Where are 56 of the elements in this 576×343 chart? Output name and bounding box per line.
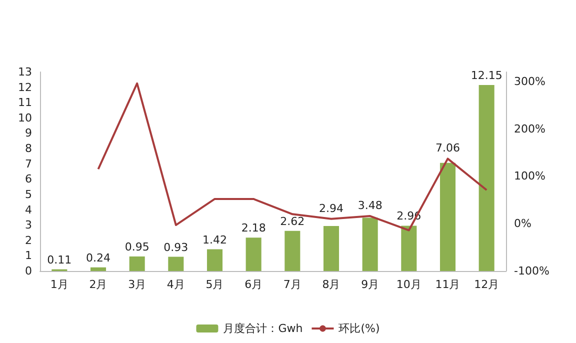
bar [323, 226, 340, 271]
y-tick-label: 1 [25, 249, 32, 262]
data-label: 0.11 [47, 253, 72, 266]
y-tick-label: 0 [25, 264, 32, 278]
x-tick-label: 2月 [89, 278, 108, 291]
y-tick-label: 8 [25, 142, 32, 156]
line-series [97, 82, 488, 232]
bar [168, 256, 184, 271]
y2-tick-label: 300% [514, 74, 546, 88]
y-tick-label: 2 [25, 234, 32, 247]
data-label: 12.15 [470, 69, 502, 82]
data-label: 2.62 [280, 214, 305, 228]
data-label: 2.18 [241, 222, 266, 235]
data-label: 1.42 [202, 233, 227, 246]
y-tick-label: 4 [25, 203, 32, 216]
bar [478, 85, 494, 271]
y-tick-label: 6 [25, 172, 32, 186]
x-tick-label: 4月 [166, 278, 185, 291]
bar [440, 162, 456, 271]
x-tick-label: 3月 [128, 278, 146, 291]
legend-label: 月度合计：Gwh [223, 322, 303, 335]
data-label: 0.24 [86, 251, 110, 264]
y-tick-label: 12 [18, 80, 32, 94]
data-label: 0.95 [124, 240, 150, 254]
y-tick-label: 10 [18, 111, 32, 124]
x-tick-label: 6月 [244, 278, 263, 291]
data-label: 7.06 [436, 142, 460, 155]
legend-label: 环比(%) [338, 322, 380, 335]
bar [401, 226, 417, 271]
data-label: 0.93 [164, 240, 188, 254]
y-tick-label: 9 [25, 126, 32, 140]
bar [206, 249, 223, 271]
data-label: 2.94 [319, 202, 344, 215]
data-label: 3.48 [358, 199, 382, 212]
x-tick-label: 1月 [50, 278, 68, 291]
y-tick-label: 13 [18, 66, 32, 78]
bar [129, 256, 145, 271]
bar [246, 238, 262, 271]
y-tick-label: 3 [25, 218, 32, 232]
bar [90, 267, 106, 271]
y2-tick-label: 200% [514, 122, 546, 136]
y-tick-label: 11 [18, 96, 32, 110]
y2-tick-label: 0% [514, 217, 532, 230]
x-tick-label: 5月 [206, 278, 224, 291]
x-tick-label: 12月 [474, 278, 500, 291]
x-tick-label: 11月 [435, 278, 460, 291]
x-tick-label: 9月 [361, 278, 380, 291]
x-tick-label: 10月 [396, 278, 422, 291]
y-tick-label: 5 [25, 188, 32, 201]
bar [284, 230, 300, 271]
y-tick-label: 7 [25, 157, 32, 170]
y2-tick-label: 100% [514, 170, 546, 183]
x-tick-label: 7月 [283, 278, 302, 291]
bar [362, 218, 378, 271]
x-tick-label: 8月 [322, 278, 340, 291]
y2-tick-label: -100% [514, 264, 550, 278]
